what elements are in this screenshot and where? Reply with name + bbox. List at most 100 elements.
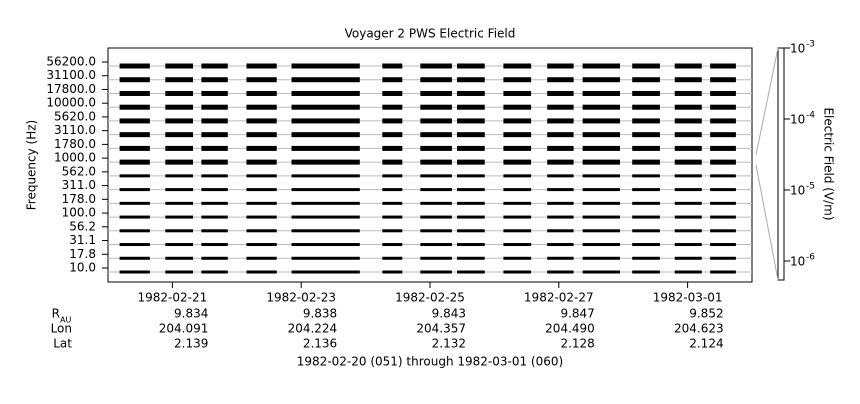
data-bar (382, 132, 403, 138)
colorbar-tick-label: 10 (790, 42, 805, 56)
y-tick-label: 31.1 (69, 233, 96, 247)
ephemeris-value: 204.490 (545, 322, 595, 336)
y-tick-label: 17800.0 (46, 82, 96, 96)
data-bar (291, 145, 360, 151)
y-tick-label: 1000.0 (54, 151, 96, 165)
data-bar (503, 90, 532, 96)
data-bar (457, 90, 485, 96)
data-bar (674, 201, 702, 205)
data-bar (632, 188, 660, 192)
data-bar (291, 270, 360, 274)
data-bar (710, 188, 736, 192)
data-bar (246, 243, 277, 247)
data-bar (632, 104, 660, 110)
data-bar (119, 77, 150, 83)
data-bar (710, 118, 736, 124)
data-bar (291, 229, 360, 233)
data-bar (291, 243, 360, 247)
data-bar (382, 215, 403, 219)
y-tick-label: 31100.0 (46, 68, 96, 82)
data-bar (291, 77, 360, 83)
data-bar (547, 174, 574, 178)
data-bar (674, 159, 702, 165)
data-bar (674, 104, 702, 110)
data-bar (547, 256, 574, 260)
data-bar (291, 188, 360, 192)
data-bar (632, 90, 660, 96)
x-tick-label: 1982-02-23 (266, 291, 336, 305)
ephemeris-value: 204.357 (416, 322, 466, 336)
data-bar (710, 215, 736, 219)
data-bar (457, 270, 485, 274)
ephemeris-value: 9.847 (560, 307, 594, 321)
data-bar (246, 270, 277, 274)
data-bar (119, 132, 150, 138)
y-tick-label: 17.8 (69, 247, 96, 261)
data-bar (165, 63, 194, 69)
data-bar (632, 201, 660, 205)
data-bar (201, 270, 228, 274)
data-bar (246, 215, 277, 219)
colorbar-tick-exponent: -3 (806, 40, 815, 50)
data-bar (457, 229, 485, 233)
data-bar (119, 159, 150, 165)
ephemeris-value: 204.623 (674, 322, 724, 336)
data-bar (582, 159, 620, 165)
data-bar (165, 188, 194, 192)
data-bar (674, 90, 702, 96)
data-bar (582, 188, 620, 192)
data-bar (503, 159, 532, 165)
y-tick-label: 56.2 (69, 219, 96, 233)
data-bar (420, 132, 452, 138)
colorbar-tick-label: 10 (790, 183, 805, 197)
data-bar (382, 174, 403, 178)
data-bar (547, 215, 574, 219)
data-bar (201, 90, 228, 96)
data-bar (674, 77, 702, 83)
y-tick-label: 1780.0 (54, 137, 96, 151)
plot-frame (107, 47, 753, 283)
data-bar (503, 174, 532, 178)
ephemeris-value: 9.834 (174, 307, 208, 321)
data-bar (291, 118, 360, 124)
data-bar (246, 118, 277, 124)
data-bar (632, 270, 660, 274)
colorbar-tick-exponent: -6 (806, 252, 815, 262)
colorbar-tick-exponent: -5 (806, 181, 815, 191)
data-bar (632, 118, 660, 124)
data-bar (165, 270, 194, 274)
data-bar (201, 77, 228, 83)
ephemeris-label: Lon (51, 322, 72, 336)
data-bar (201, 104, 228, 110)
data-bar (710, 132, 736, 138)
data-bar (503, 132, 532, 138)
data-bar (503, 201, 532, 205)
data-bar (246, 104, 277, 110)
data-bar (420, 243, 452, 247)
data-bar (119, 118, 150, 124)
data-bar (420, 104, 452, 110)
data-bar (201, 201, 228, 205)
ephemeris-label: Lat (53, 337, 72, 351)
data-bar (710, 159, 736, 165)
data-bar (710, 243, 736, 247)
data-bar (420, 256, 452, 260)
data-bar (503, 270, 532, 274)
data-bar (674, 229, 702, 233)
data-bar (503, 145, 532, 151)
data-bar (503, 63, 532, 69)
data-bar (246, 77, 277, 83)
data-bar (503, 256, 532, 260)
data-bar (119, 201, 150, 205)
data-bar (710, 229, 736, 233)
data-bar (632, 229, 660, 233)
y-tick-label: 311.0 (62, 178, 96, 192)
data-bar (503, 243, 532, 247)
data-bar (457, 243, 485, 247)
y-tick-label: 10000.0 (46, 96, 96, 110)
data-bar (547, 132, 574, 138)
connector (755, 47, 779, 156)
data-bar (382, 145, 403, 151)
y-tick-label: 178.0 (62, 192, 96, 206)
